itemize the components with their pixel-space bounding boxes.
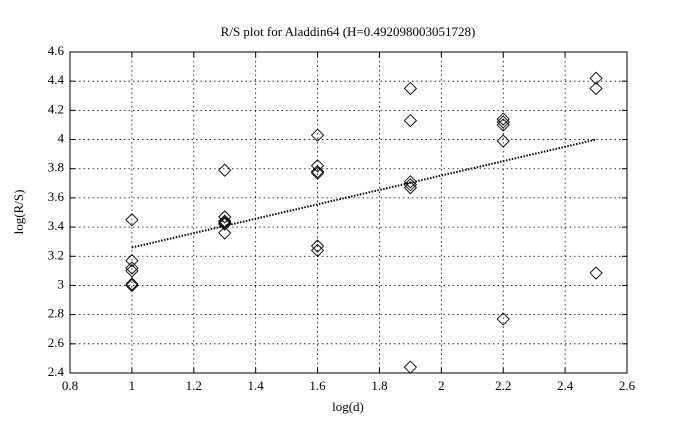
marker bbox=[125, 261, 139, 275]
y-tick-label: 4.6 bbox=[48, 43, 65, 58]
marker bbox=[403, 81, 418, 96]
marker bbox=[589, 81, 603, 96]
x-tick-label: 1.4 bbox=[248, 378, 265, 393]
marker bbox=[496, 312, 510, 326]
y-tick-label: 2.6 bbox=[48, 335, 65, 350]
marker bbox=[403, 175, 418, 189]
x-tick-label: 2.6 bbox=[619, 378, 636, 393]
y-tick-label: 3.4 bbox=[48, 218, 65, 233]
y-tick-label: 3.8 bbox=[48, 160, 64, 175]
marker bbox=[218, 217, 232, 231]
y-tick-label: 3.6 bbox=[48, 189, 65, 204]
marker bbox=[589, 71, 603, 85]
marker bbox=[125, 278, 139, 293]
marker bbox=[496, 112, 510, 126]
marker bbox=[403, 181, 418, 195]
marker bbox=[218, 216, 232, 230]
x-axis-label: log(d) bbox=[332, 399, 364, 414]
marker bbox=[310, 128, 325, 142]
y-tick-label: 4.2 bbox=[48, 101, 64, 116]
marker bbox=[310, 166, 325, 180]
x-tick-label: 2.4 bbox=[557, 378, 574, 393]
marker bbox=[403, 113, 418, 128]
x-tick-label: 0.8 bbox=[62, 378, 78, 393]
x-tick-label: 1.8 bbox=[371, 378, 387, 393]
marker bbox=[218, 163, 232, 177]
y-tick-label: 2.8 bbox=[48, 306, 64, 321]
marker bbox=[125, 277, 139, 291]
marker bbox=[403, 360, 418, 374]
y-tick-label: 2.4 bbox=[48, 364, 65, 379]
marker bbox=[496, 118, 510, 132]
marker bbox=[218, 210, 232, 224]
marker bbox=[496, 134, 510, 148]
x-tick-label: 1 bbox=[129, 378, 136, 393]
x-tick-label: 1.2 bbox=[186, 378, 202, 393]
marker bbox=[125, 264, 139, 278]
marker bbox=[310, 243, 325, 258]
marker bbox=[589, 266, 603, 280]
x-tick-label: 1.6 bbox=[309, 378, 326, 393]
marker bbox=[218, 226, 232, 240]
y-tick-label: 3.2 bbox=[48, 247, 64, 262]
x-tick-label: 2.2 bbox=[495, 378, 511, 393]
x-tick-label: 2 bbox=[438, 378, 445, 393]
chart-title: R/S plot for Aladdin64 (H=0.492098003051… bbox=[221, 24, 476, 39]
fit-line bbox=[131, 138, 597, 249]
y-tick-label: 4 bbox=[58, 131, 65, 146]
plot-frame bbox=[69, 51, 628, 374]
marker bbox=[125, 254, 139, 268]
marker bbox=[125, 213, 139, 227]
y-tick-label: 3 bbox=[58, 276, 65, 291]
marker bbox=[310, 159, 325, 173]
marker bbox=[310, 239, 325, 253]
y-axis-label: log(R/S) bbox=[11, 190, 26, 235]
y-tick-label: 4.4 bbox=[48, 72, 65, 87]
marker bbox=[310, 165, 325, 179]
marker bbox=[496, 115, 510, 129]
